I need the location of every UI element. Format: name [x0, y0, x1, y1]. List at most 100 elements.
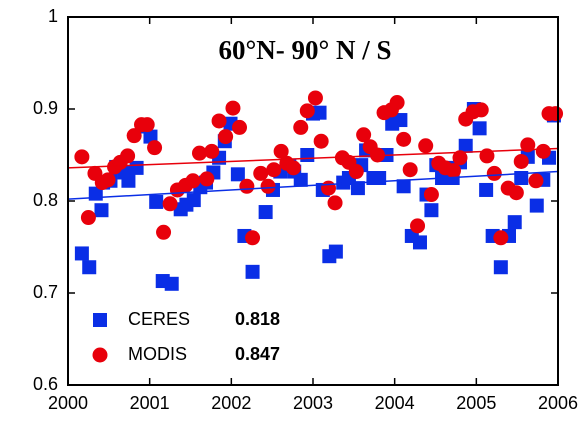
data-point: [372, 171, 387, 185]
data-point: [121, 173, 136, 188]
data-point: [129, 160, 144, 175]
data-point: [94, 203, 109, 218]
data-point: [191, 145, 207, 161]
data-point: [143, 129, 158, 144]
data-point: [186, 193, 201, 208]
data-point: [472, 121, 487, 136]
data-point: [74, 246, 89, 261]
data-point: [458, 138, 473, 153]
data-point: [100, 172, 116, 188]
x-tick-label: 2004: [375, 393, 415, 413]
data-point: [285, 160, 301, 176]
data-point: [424, 203, 439, 218]
data-point: [232, 119, 247, 135]
data-point: [293, 172, 308, 187]
y-tick-label: 1: [48, 6, 58, 26]
data-point: [266, 162, 282, 178]
data-point: [273, 143, 289, 159]
data-point: [164, 276, 179, 291]
y-tick-label: 0.6: [33, 374, 58, 394]
data-point: [313, 133, 329, 149]
x-tick-label: 2001: [130, 393, 170, 413]
data-point: [293, 119, 309, 135]
data-point: [396, 179, 411, 194]
data-point: [162, 196, 178, 212]
y-tick-label: 0.7: [33, 282, 58, 302]
data-point: [307, 90, 323, 106]
data-point: [473, 102, 489, 118]
data-point: [396, 131, 412, 147]
data-point: [245, 230, 261, 246]
data-point: [479, 182, 494, 197]
data-point: [204, 143, 220, 159]
data-point: [410, 218, 426, 234]
data-point: [350, 181, 365, 196]
data-point: [327, 195, 343, 211]
data-point: [321, 180, 337, 196]
x-tick-label: 2000: [48, 393, 88, 413]
data-point: [529, 198, 544, 213]
y-tick-label: 0.9: [33, 98, 58, 118]
data-point: [389, 95, 405, 111]
legend-stat: 0.847: [235, 344, 280, 364]
data-point: [74, 149, 90, 165]
data-point: [508, 185, 524, 201]
data-point: [258, 205, 273, 220]
data-point: [211, 113, 227, 129]
data-point: [412, 235, 427, 250]
x-tick-label: 2002: [211, 393, 251, 413]
legend-label: MODIS: [128, 344, 187, 364]
trend-line: [67, 147, 559, 169]
trend-line: [67, 170, 559, 200]
x-tick-label: 2003: [293, 393, 333, 413]
data-point: [393, 113, 408, 128]
chart-title: 60°N- 90° N / S: [218, 35, 391, 65]
data-point: [147, 140, 163, 156]
data-point: [493, 260, 508, 275]
data-point: [199, 171, 215, 187]
legend-label: CERES: [128, 309, 190, 329]
x-tick-label: 2005: [456, 393, 496, 413]
data-point: [356, 127, 372, 143]
data-point: [528, 173, 544, 189]
data-point: [185, 173, 201, 189]
x-tick-label: 2006: [538, 393, 578, 413]
data-point: [452, 150, 468, 166]
data-point: [423, 187, 439, 203]
data-point: [402, 162, 418, 178]
data-point: [149, 194, 164, 209]
data-point: [225, 100, 241, 116]
data-point: [120, 148, 136, 164]
data-point: [513, 153, 529, 169]
data-point: [126, 128, 142, 144]
data-point: [253, 165, 269, 181]
data-point: [418, 138, 434, 154]
data-point: [328, 244, 343, 259]
data-point: [139, 117, 155, 133]
data-point: [299, 103, 315, 119]
data-point: [260, 178, 276, 194]
data-point: [520, 137, 536, 153]
data-point: [156, 224, 172, 240]
data-point: [312, 105, 327, 120]
data-point: [82, 260, 97, 275]
data-point: [239, 178, 255, 194]
data-point: [507, 215, 522, 230]
data-point: [493, 230, 509, 246]
legend-marker: [93, 313, 107, 327]
data-point: [245, 264, 260, 279]
legend-stat: 0.818: [235, 309, 280, 329]
legend-marker: [92, 347, 108, 363]
y-tick-label: 0.8: [33, 190, 58, 210]
data-point: [80, 210, 96, 226]
data-point: [230, 167, 245, 182]
data-point: [218, 129, 234, 145]
data-point: [348, 164, 364, 180]
data-point: [548, 106, 564, 122]
data-point: [535, 143, 551, 159]
data-point: [445, 163, 461, 179]
plot-frame: [67, 16, 559, 386]
data-point: [486, 165, 502, 181]
data-point: [300, 148, 315, 162]
